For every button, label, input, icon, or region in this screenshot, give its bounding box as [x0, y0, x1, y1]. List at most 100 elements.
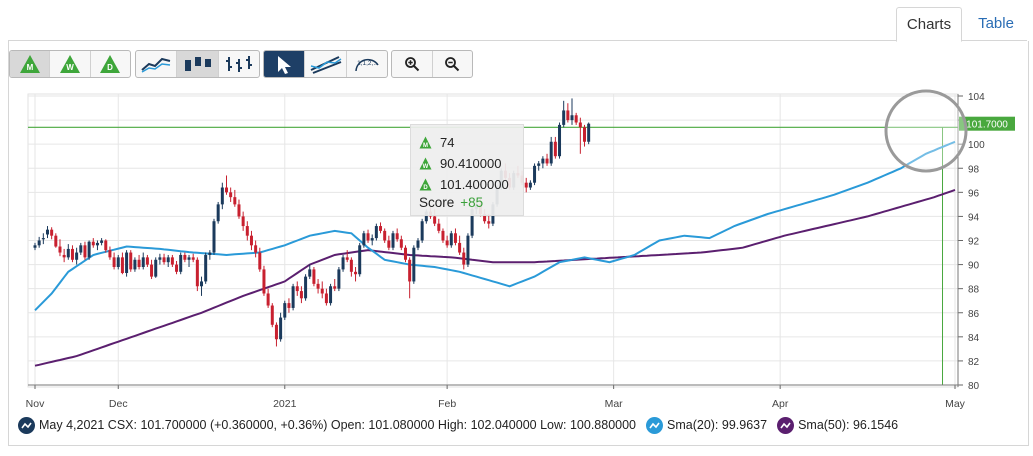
x-tick-label: Apr [772, 398, 789, 410]
candle [75, 247, 79, 265]
candle [320, 281, 324, 299]
candle-body [553, 141, 557, 157]
candle [274, 322, 278, 347]
tabs-divider [8, 40, 1027, 41]
candle [79, 242, 83, 255]
candle [237, 199, 241, 219]
candle-body [274, 324, 278, 340]
zoom-out-icon [445, 57, 460, 72]
candle [45, 226, 49, 239]
candle-body [41, 238, 45, 240]
weekly-button[interactable]: W [50, 51, 91, 77]
candle-body [578, 122, 582, 128]
candle [524, 177, 528, 193]
zoom-in-icon [404, 57, 419, 72]
candle [187, 254, 191, 267]
candle [553, 136, 557, 159]
candle [366, 229, 370, 243]
candle-body [150, 264, 154, 277]
candle-body [420, 221, 424, 241]
candle-body [358, 245, 362, 275]
sma20-series-icon [646, 416, 663, 434]
candle-body [524, 182, 528, 188]
candle-body [120, 257, 124, 274]
tab-table[interactable]: Table [978, 15, 1014, 32]
candlestick-chart-button[interactable] [177, 51, 219, 77]
zoom-out-button[interactable] [433, 51, 473, 77]
line-chart-button[interactable] [136, 51, 177, 77]
monthly-button[interactable]: M [10, 51, 51, 77]
tooltip-score: Score +85 [419, 195, 483, 210]
candle [354, 266, 358, 282]
candle-body [170, 257, 174, 265]
candle-body [179, 254, 183, 272]
fibonacci-tool-button[interactable]: 1,1,2,.. [347, 51, 387, 77]
candle [108, 246, 112, 260]
legend-sma50-text: Sma(50): 96.1546 [798, 418, 899, 432]
sma50-series-icon [777, 416, 795, 434]
chart-legend: May 4,2021 CSX: 101.700000 (+0.360000, +… [18, 414, 908, 436]
score-value: +85 [460, 195, 484, 210]
tooltip-daily-value: 101.400000 [440, 176, 509, 192]
candle-body [458, 242, 462, 253]
candle [545, 153, 549, 166]
legend-quote-text: May 4,2021 CSX: 101.700000 (+0.360000, +… [39, 418, 636, 432]
y-tick-label: 90 [968, 261, 980, 272]
ohlc-chart-button[interactable] [219, 51, 259, 77]
tab-charts[interactable]: Charts [896, 7, 962, 42]
candle-body [95, 242, 99, 246]
candle [453, 228, 457, 246]
candle-body [58, 246, 62, 253]
candle [441, 228, 445, 243]
candle-body [487, 221, 491, 224]
candle-body [270, 305, 274, 325]
candle [329, 283, 333, 306]
x-tick-label: May [945, 398, 966, 410]
y-tick-label: 92 [968, 237, 980, 248]
candle [137, 254, 141, 270]
period-button-group: M W D [9, 50, 131, 78]
y-tick-label: 100 [968, 140, 985, 151]
zoom-in-button[interactable] [392, 51, 433, 77]
candle-body [333, 286, 337, 289]
candle-body [175, 264, 179, 272]
candle-body [470, 209, 474, 236]
y-axis: 80828486889092949698100102104 [957, 92, 985, 392]
candle [345, 250, 349, 263]
zoom-button-group [391, 50, 473, 78]
daily-triangle-icon: D [419, 178, 432, 191]
legend-sma20: Sma(20): 99.9637 [646, 416, 767, 434]
candle-body [212, 221, 216, 253]
candle [249, 230, 253, 251]
candle [316, 279, 320, 294]
candle-body [183, 254, 187, 260]
candle [104, 239, 108, 253]
pointer-tool-button[interactable] [264, 51, 305, 77]
candle [195, 257, 199, 292]
y-tick-label: 86 [968, 309, 980, 320]
trendline-tool-button[interactable] [305, 51, 347, 77]
candle [324, 288, 328, 306]
daily-button[interactable]: D [91, 51, 130, 77]
candle-body [341, 257, 345, 270]
candle [270, 303, 274, 328]
chart-type-button-group [135, 50, 260, 78]
candle-body [395, 233, 399, 240]
candle-body [345, 257, 349, 260]
candle-body [316, 283, 320, 289]
candle [83, 241, 87, 260]
candle-body [195, 259, 199, 287]
candle-body [141, 257, 145, 267]
candle-body [66, 248, 70, 258]
candle [383, 228, 387, 243]
candle-body [374, 226, 378, 239]
svg-text:M: M [26, 63, 33, 72]
candle [395, 228, 399, 242]
candle-body [125, 252, 129, 274]
candle [370, 234, 374, 246]
candle-body [241, 216, 245, 227]
candle-body [208, 252, 212, 255]
candle [587, 122, 591, 145]
fibonacci-icon: 1,1,2,.. [355, 58, 379, 72]
